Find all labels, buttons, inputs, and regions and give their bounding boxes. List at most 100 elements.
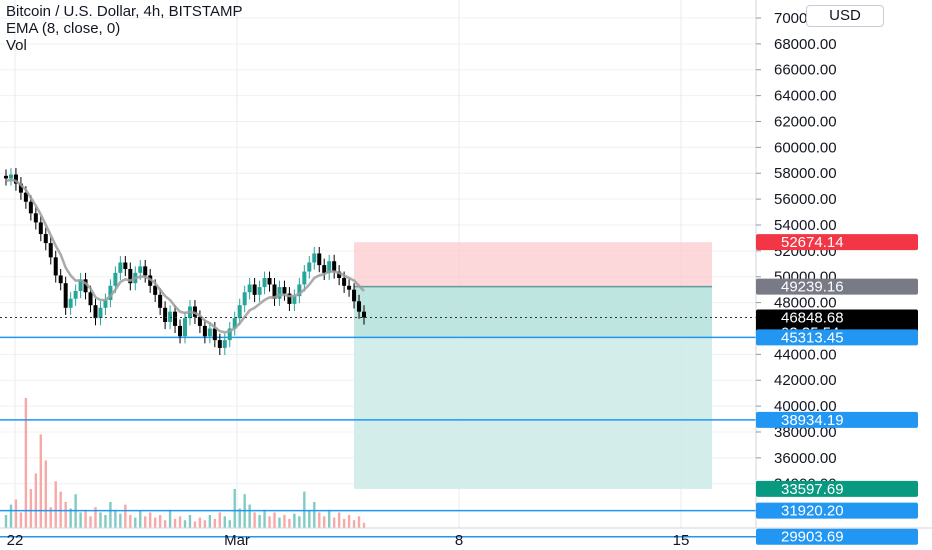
candle-body	[4, 175, 8, 179]
volume-bar	[253, 512, 256, 528]
volume-bar	[233, 489, 236, 528]
candle-body	[73, 290, 78, 299]
level-price-label-bg	[756, 411, 918, 428]
volume-bar	[238, 508, 241, 528]
candle-body	[277, 287, 282, 299]
candle-body	[173, 311, 178, 326]
volume-bar	[357, 516, 361, 528]
candle-body	[48, 243, 53, 258]
y-tick-label: 56000.00	[774, 191, 837, 208]
level-price-label: 31920.20	[781, 503, 844, 520]
candle-body	[212, 328, 217, 341]
candle-body	[53, 257, 58, 276]
candle-body	[43, 234, 48, 244]
volume-bar	[248, 504, 251, 528]
volume-bar	[109, 502, 112, 528]
candle-body	[108, 285, 113, 301]
target-price-label-bg	[756, 480, 918, 497]
volume-bar	[332, 517, 336, 528]
candle-body	[88, 292, 93, 306]
volume-bar	[173, 518, 177, 528]
y-tick-label: 54000.00	[774, 217, 837, 234]
candle-body	[302, 271, 307, 285]
candle-body	[143, 266, 148, 276]
volume-bar	[119, 513, 122, 528]
volume-bar	[293, 513, 296, 528]
volume-bar	[188, 515, 192, 528]
candle-body	[317, 253, 322, 266]
level-price-label: 45313.45	[781, 329, 844, 346]
volume-bar	[134, 517, 137, 528]
candle-body	[252, 284, 257, 295]
y-tick-label: 40000.00	[774, 398, 837, 415]
volume-bar	[59, 491, 62, 528]
volume-bar	[49, 507, 52, 528]
volume-indicator-label[interactable]: Vol	[6, 37, 27, 54]
volume-bar	[327, 509, 331, 528]
candle-body	[312, 253, 317, 263]
volume-bar	[228, 520, 231, 528]
candle-body	[347, 285, 352, 290]
candle-body	[332, 261, 337, 272]
volume-bar	[104, 515, 107, 528]
volume-bar	[223, 516, 226, 528]
chart-legend: Bitcoin / U.S. Dollar, 4h, BITSTAMP EMA …	[6, 3, 242, 54]
volume-bar	[218, 512, 222, 528]
candle-body	[362, 311, 366, 318]
level-price-label: 38934.19	[781, 412, 844, 429]
candle-body	[98, 307, 103, 319]
currency-button[interactable]: USD	[806, 5, 884, 27]
volume-bar	[54, 481, 57, 528]
volume-bar	[168, 509, 172, 528]
volume-bar	[69, 508, 72, 528]
candle-body	[128, 268, 133, 284]
candle-body	[282, 287, 287, 294]
volume-bar	[288, 518, 291, 528]
volume-bar	[258, 515, 261, 528]
candle-body	[83, 279, 88, 293]
candle-body	[38, 222, 43, 235]
volume-bar	[337, 512, 341, 528]
volume-bar	[158, 515, 162, 528]
volume-bar	[193, 521, 197, 528]
candle-body	[327, 261, 332, 273]
candle-body	[103, 300, 108, 308]
volume-bar	[178, 516, 182, 528]
candle-body	[267, 278, 272, 285]
candle-body	[63, 283, 68, 308]
take-profit-zone-reached	[354, 286, 712, 338]
x-tick-label: Mar	[224, 532, 250, 549]
x-tick-label: 8	[455, 532, 463, 549]
stop-loss-price-label: 52674.14	[781, 234, 844, 251]
volume-bar	[14, 499, 18, 528]
candle-body	[113, 272, 118, 286]
candle-body	[93, 305, 98, 319]
candle-body	[232, 318, 237, 329]
symbol-title[interactable]: Bitcoin / U.S. Dollar, 4h, BITSTAMP	[6, 3, 243, 20]
candle-body	[28, 201, 33, 214]
candle-body	[357, 301, 362, 312]
candle-body	[178, 325, 183, 337]
y-tick-label: 58000.00	[774, 165, 837, 182]
candle-body	[242, 292, 247, 306]
volume-bar	[153, 517, 157, 528]
candle-body	[13, 174, 18, 184]
candle-body	[307, 262, 312, 272]
y-tick-label: 64000.00	[774, 88, 837, 105]
candle-body	[138, 266, 143, 273]
candle-body	[183, 318, 187, 337]
volume-bar	[298, 516, 301, 528]
volume-bar	[94, 507, 97, 528]
candle-body	[287, 293, 292, 304]
candle-body	[58, 275, 63, 284]
ema-line	[5, 178, 365, 334]
y-tick-label: 44000.00	[774, 346, 837, 363]
y-tick-label: 38000.00	[774, 424, 837, 441]
candle-body	[197, 316, 202, 326]
volume-bar	[4, 515, 8, 528]
ema-indicator-label[interactable]: EMA (8, close, 0)	[6, 20, 121, 37]
target-price-label: 33597.69	[781, 481, 844, 498]
volume-bar	[198, 517, 202, 528]
volume-bar	[347, 515, 351, 528]
